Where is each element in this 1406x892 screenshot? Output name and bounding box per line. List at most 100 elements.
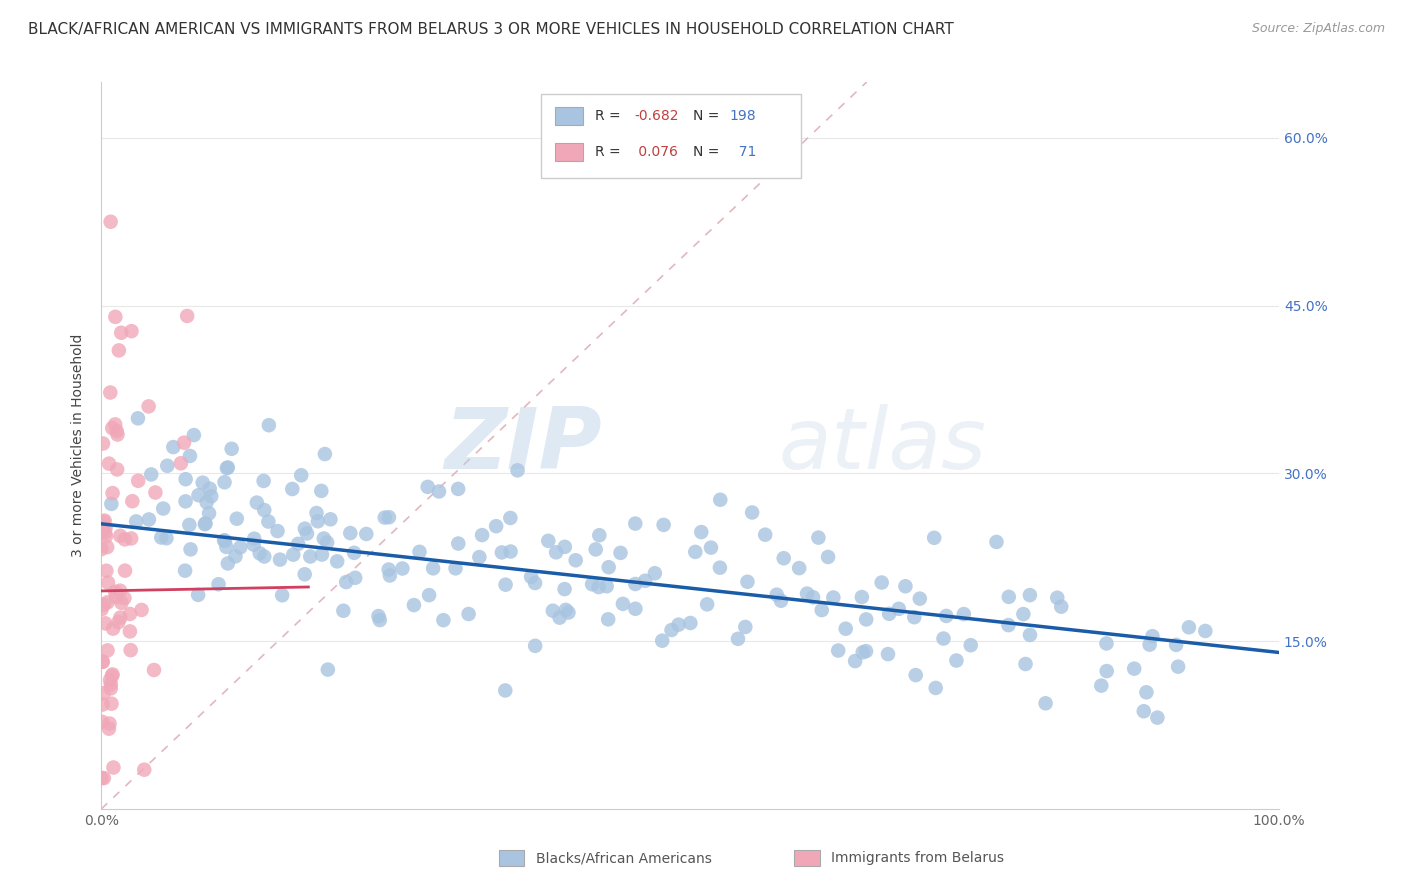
Point: [581, 577, 603, 591]
Point: [378, 568, 401, 582]
Point: [1146, 711, 1168, 725]
Point: [173, 435, 195, 450]
Point: [877, 607, 900, 621]
Point: [114, 533, 136, 547]
Point: [1123, 662, 1146, 676]
Text: ZIP: ZIP: [444, 404, 602, 487]
Point: [422, 561, 444, 575]
Point: [94, 521, 117, 535]
Point: [127, 474, 149, 488]
Point: [408, 545, 430, 559]
Point: [851, 590, 873, 604]
Point: [98, 673, 121, 688]
Point: [138, 512, 160, 526]
Point: [305, 506, 328, 520]
Y-axis label: 3 or more Vehicles in Household: 3 or more Vehicles in Household: [72, 334, 86, 558]
Point: [110, 529, 132, 543]
Point: [246, 495, 269, 509]
Point: [179, 449, 201, 463]
Point: [266, 524, 288, 538]
Text: -0.682: -0.682: [634, 109, 679, 123]
Point: [180, 542, 202, 557]
Point: [807, 531, 830, 545]
Point: [855, 612, 877, 626]
Point: [945, 653, 967, 667]
Point: [314, 447, 336, 461]
Point: [644, 566, 666, 581]
Point: [114, 564, 136, 578]
Point: [427, 484, 450, 499]
Point: [524, 576, 547, 591]
Point: [1095, 664, 1118, 678]
Point: [143, 663, 166, 677]
Point: [823, 591, 845, 605]
Point: [499, 511, 522, 525]
Point: [495, 577, 517, 591]
Point: [311, 483, 333, 498]
Point: [104, 310, 127, 324]
Point: [294, 522, 316, 536]
Point: [367, 609, 389, 624]
Point: [588, 580, 610, 594]
Point: [537, 533, 560, 548]
Point: [499, 544, 522, 558]
Point: [101, 667, 124, 681]
Point: [187, 588, 209, 602]
Text: Blacks/African Americans: Blacks/African Americans: [536, 851, 711, 865]
Point: [294, 567, 316, 582]
Point: [690, 524, 713, 539]
Point: [179, 517, 201, 532]
Point: [727, 632, 749, 646]
Point: [444, 561, 467, 575]
Point: [96, 540, 118, 554]
Point: [98, 457, 121, 471]
Point: [356, 527, 378, 541]
Point: [97, 722, 120, 736]
Point: [141, 467, 163, 482]
Point: [118, 607, 141, 621]
Point: [997, 590, 1019, 604]
Point: [100, 677, 122, 691]
Point: [335, 575, 357, 590]
Point: [1139, 638, 1161, 652]
Point: [554, 540, 576, 554]
Point: [922, 531, 945, 545]
Point: [564, 553, 586, 567]
Point: [207, 577, 229, 591]
Point: [100, 497, 122, 511]
Point: [1035, 696, 1057, 710]
Point: [598, 560, 620, 574]
Point: [598, 612, 620, 626]
Point: [299, 549, 322, 564]
Point: [894, 579, 917, 593]
Point: [624, 601, 647, 615]
Point: [110, 610, 132, 624]
Point: [217, 557, 239, 571]
Point: [1142, 629, 1164, 643]
Point: [295, 526, 318, 541]
Point: [174, 564, 197, 578]
Point: [120, 532, 142, 546]
Point: [319, 512, 342, 526]
Point: [103, 760, 125, 774]
Point: [377, 563, 399, 577]
Point: [1090, 679, 1112, 693]
Point: [90, 602, 112, 616]
Point: [416, 480, 439, 494]
Point: [696, 597, 718, 611]
Text: atlas: atlas: [779, 404, 987, 487]
Point: [801, 591, 824, 605]
Point: [316, 535, 339, 549]
Point: [344, 571, 367, 585]
Point: [152, 501, 174, 516]
Text: R =: R =: [595, 109, 624, 123]
Point: [1132, 704, 1154, 718]
Point: [932, 632, 955, 646]
Point: [104, 590, 127, 604]
Point: [118, 624, 141, 639]
Point: [98, 716, 121, 731]
Point: [1050, 599, 1073, 614]
Point: [217, 460, 239, 475]
Point: [524, 639, 547, 653]
Point: [709, 492, 731, 507]
